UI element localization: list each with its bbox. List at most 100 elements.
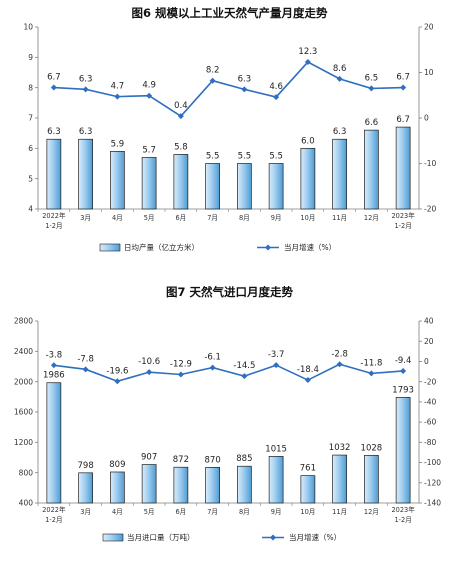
right-tick-label: 0 [424, 357, 429, 366]
x-tick-label: 11月 [332, 214, 347, 222]
line-point [146, 369, 153, 376]
x-tick-label: 5月 [144, 508, 155, 516]
line-value-label: 12.3 [298, 47, 317, 57]
x-tick-label: 2023年 [391, 211, 415, 220]
left-tick-label: 2800 [14, 317, 33, 326]
bar [78, 472, 93, 504]
line-value-label: -10.6 [138, 357, 160, 367]
bar [141, 157, 157, 210]
x-tick-label: 8月 [239, 214, 250, 222]
x-tick-label: 12月 [364, 214, 379, 222]
line-value-label: -3.8 [46, 350, 63, 360]
line-value-label: -19.6 [106, 366, 128, 376]
bar-value-label: 1986 [43, 371, 65, 381]
bar-value-label: 885 [236, 454, 252, 464]
growth-rate-line [53, 61, 404, 118]
bar [173, 154, 189, 210]
bar-value-label: 5.5 [206, 152, 220, 162]
right-tick-label: -20 [424, 205, 436, 214]
bar [364, 455, 379, 504]
x-tick-label: 1-2月 [45, 222, 62, 230]
line-point [273, 94, 280, 101]
line-value-label: 0.4 [174, 101, 188, 111]
right-tick-label: -40 [424, 397, 436, 406]
line-point [177, 113, 184, 120]
bar [332, 454, 347, 504]
bar [332, 138, 347, 210]
line-point [209, 364, 216, 371]
x-tick-label: 6月 [175, 214, 186, 222]
line-value-label: 6.7 [47, 73, 61, 83]
line-point [146, 92, 153, 99]
bar [268, 456, 284, 504]
line-point [336, 361, 343, 368]
bar [78, 138, 93, 210]
line-value-label: 8.6 [333, 64, 347, 74]
x-tick-label: 4月 [112, 214, 123, 222]
left-tick-label: 9 [28, 53, 33, 62]
line-point [368, 85, 375, 92]
bar-value-label: 1028 [361, 443, 383, 453]
line-point [241, 86, 248, 93]
left-tick-label: 1200 [14, 438, 33, 447]
bar [46, 382, 62, 504]
legend-line-label: 当月增速（%） [289, 532, 341, 542]
line-point [273, 362, 280, 369]
growth-rate-line [53, 363, 404, 383]
bar-value-label: 1032 [329, 443, 351, 453]
line-value-label: 6.5 [365, 73, 379, 83]
bar-value-label: 6.7 [396, 115, 410, 125]
left-tick-label: 2400 [14, 347, 33, 356]
x-tick-label: 3月 [80, 214, 91, 222]
bar-value-label: 798 [78, 461, 94, 471]
bar [237, 163, 252, 210]
line-value-label: 6.3 [238, 74, 252, 84]
line-value-label: -18.4 [297, 365, 319, 375]
bar-value-label: 1015 [265, 444, 287, 454]
legend-bar-label: 当月进口量（万吨） [127, 532, 195, 542]
x-tick-label: 1-2月 [45, 516, 62, 524]
bar-value-label: 1793 [392, 385, 414, 395]
left-tick-label: 1600 [14, 408, 33, 417]
bar-value-label: 6.3 [79, 127, 93, 137]
left-tick-label: 4 [28, 205, 33, 214]
left-tick-label: 400 [19, 499, 34, 508]
x-tick-label: 4月 [112, 508, 123, 516]
x-tick-label: 9月 [271, 214, 282, 222]
bar [110, 471, 125, 504]
bar-value-label: 5.5 [238, 152, 252, 162]
line-value-label: -9.4 [395, 356, 412, 366]
bar [141, 464, 157, 504]
x-tick-label: 2023年 [391, 505, 415, 514]
line-value-label: 6.7 [396, 73, 410, 83]
chart-title: 图7 天然气进口月度走势 [166, 285, 294, 299]
x-tick-label: 9月 [271, 508, 282, 516]
x-tick-label: 3月 [80, 508, 91, 516]
bar-value-label: 5.9 [111, 139, 125, 149]
bar [205, 163, 220, 210]
x-tick-label: 7月 [207, 508, 218, 516]
bar-value-label: 5.5 [269, 152, 283, 162]
right-tick-label: -20 [424, 377, 436, 386]
x-tick-label: 5月 [144, 214, 155, 222]
x-tick-label: 1-2月 [394, 222, 411, 230]
bar-value-label: 5.7 [142, 145, 156, 155]
legend-line-marker [270, 534, 276, 541]
x-tick-label: 10月 [300, 508, 315, 516]
right-tick-label: -140 [424, 499, 441, 508]
left-tick-label: 800 [19, 468, 34, 477]
legend-line-label: 当月增速（%） [284, 242, 336, 252]
line-point [82, 86, 89, 93]
left-tick-label: 2000 [14, 377, 33, 386]
line-point [114, 378, 121, 385]
bar [364, 129, 379, 210]
bar-value-label: 6.6 [365, 118, 379, 128]
line-value-label: 6.3 [79, 74, 93, 84]
left-tick-label: 10 [23, 23, 33, 32]
line-value-label: -11.8 [360, 358, 382, 368]
x-tick-label: 8月 [239, 508, 250, 516]
bar [46, 138, 62, 210]
right-tick-label: -60 [424, 418, 436, 427]
line-point [50, 84, 57, 91]
